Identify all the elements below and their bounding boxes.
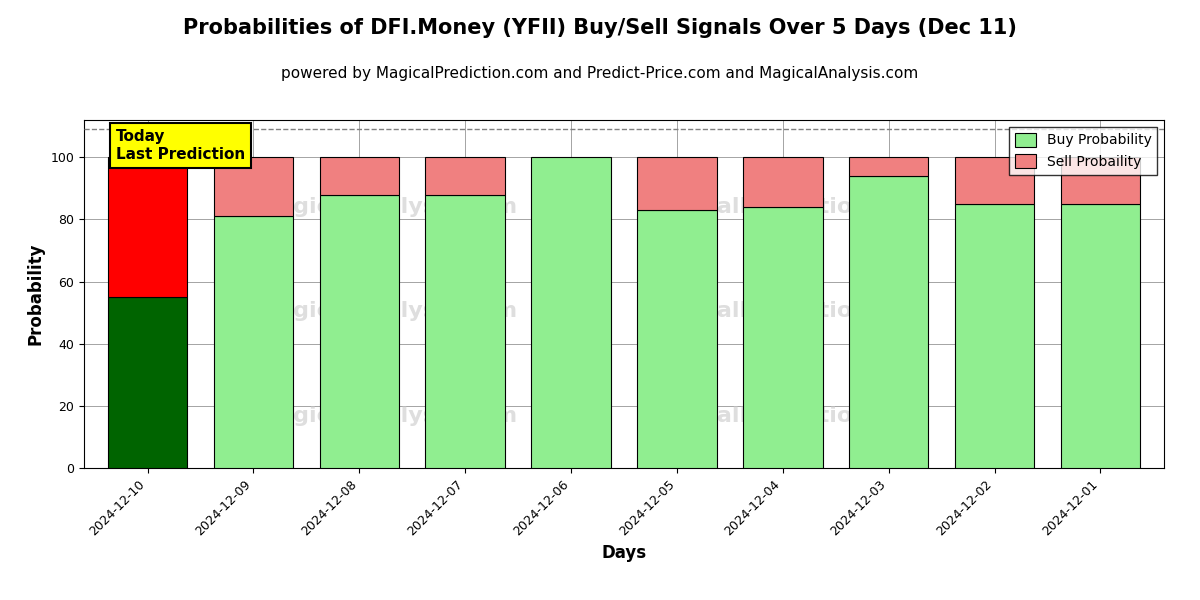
Bar — [319, 157, 400, 194]
Bar — [108, 297, 187, 468]
Bar — [743, 157, 822, 207]
Text: MagicalAnalysis.com: MagicalAnalysis.com — [256, 197, 517, 217]
Bar — [426, 194, 505, 468]
Text: MagicalAnalysis.com: MagicalAnalysis.com — [256, 301, 517, 322]
Bar — [850, 176, 929, 468]
X-axis label: Days: Days — [601, 544, 647, 562]
Legend: Buy Probability, Sell Probaility: Buy Probability, Sell Probaility — [1009, 127, 1157, 175]
Bar — [214, 217, 293, 468]
Bar — [850, 157, 929, 176]
Bar — [532, 157, 611, 468]
Bar — [319, 194, 400, 468]
Bar — [108, 157, 187, 297]
Text: MagicalPrediction.com: MagicalPrediction.com — [643, 301, 929, 322]
Text: MagicalAnalysis.com: MagicalAnalysis.com — [256, 406, 517, 426]
Bar — [426, 157, 505, 194]
Text: Probabilities of DFI.Money (YFII) Buy/Sell Signals Over 5 Days (Dec 11): Probabilities of DFI.Money (YFII) Buy/Se… — [184, 18, 1016, 38]
Y-axis label: Probability: Probability — [26, 243, 44, 345]
Text: Today
Last Prediction: Today Last Prediction — [115, 130, 245, 162]
Bar — [955, 157, 1034, 204]
Bar — [1061, 204, 1140, 468]
Text: MagicalPrediction.com: MagicalPrediction.com — [643, 197, 929, 217]
Bar — [214, 157, 293, 217]
Bar — [637, 210, 716, 468]
Bar — [1061, 157, 1140, 204]
Bar — [637, 157, 716, 210]
Bar — [955, 204, 1034, 468]
Bar — [743, 207, 822, 468]
Text: powered by MagicalPrediction.com and Predict-Price.com and MagicalAnalysis.com: powered by MagicalPrediction.com and Pre… — [281, 66, 919, 81]
Text: MagicalPrediction.com: MagicalPrediction.com — [643, 406, 929, 426]
